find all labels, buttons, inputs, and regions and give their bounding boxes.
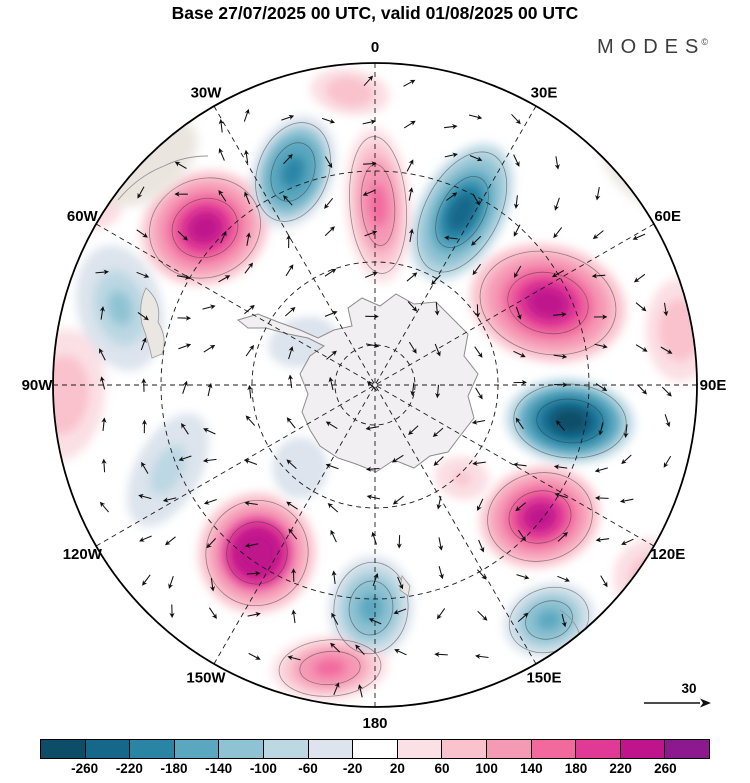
lon-label: 60E [654, 208, 681, 225]
reference-arrow-icon [644, 698, 711, 708]
colorbar-segment [620, 740, 666, 758]
lon-label: 30W [191, 84, 223, 101]
lon-label: 60W [67, 208, 99, 225]
colorbar-segment [219, 740, 264, 758]
colorbar-segment [263, 740, 309, 758]
colorbar-tick: -140 [205, 761, 233, 776]
lon-label: 90E [700, 377, 727, 394]
colorbar-ticks: -260 -220 -180 -140 -100 -60 -20 20 60 100 140 180 2… [40, 761, 710, 781]
colorbar-segment [308, 740, 354, 758]
colorbar [40, 739, 710, 759]
polar-map: 0 30E 60E 90E 120E 150E 180 150W 120W 90W 60W 30W [22, 39, 727, 732]
colorbar-segment [353, 740, 398, 758]
longitude-labels: 0 30E 60E 90E 120E 150E 180 150W 120W 90W 60W 30W [22, 39, 727, 732]
contour-lines [149, 122, 627, 697]
colorbar-segment [576, 740, 621, 758]
figure-title: Base 27/07/2025 00 UTC, valid 01/08/2025… [171, 3, 579, 23]
colorbar-segment [442, 740, 487, 758]
colorbar-tick: 180 [564, 761, 588, 776]
lon-label: 30E [531, 84, 558, 101]
wind-arrows [95, 75, 673, 698]
colorbar-tick: -260 [71, 761, 99, 776]
lon-label: 150E [526, 670, 561, 687]
lon-label: 120E [650, 546, 685, 563]
colorbar-segment [531, 740, 577, 758]
reference-arrow-label: 30 [681, 681, 697, 696]
modes-logo-text: MODES [597, 36, 706, 58]
colorbar-tick: 100 [475, 761, 498, 776]
lon-label: 120W [63, 546, 103, 563]
lon-label: 90W [22, 377, 54, 394]
colorbar-tick: 220 [609, 761, 632, 776]
colorbar-tick: -100 [249, 761, 277, 776]
graticule [53, 63, 697, 707]
colorbar-segment [174, 740, 220, 758]
colorbar-segment [130, 740, 175, 758]
colorbar-segment [486, 740, 532, 758]
colorbar-tick: 20 [389, 761, 405, 776]
colorbar-segment [665, 740, 709, 758]
lon-label: 180 [362, 715, 387, 732]
colorbar-tick: 140 [520, 761, 543, 776]
colorbar-tick: 60 [434, 761, 450, 776]
modes-logo: MODES© [597, 36, 708, 59]
colorbar-segment [85, 740, 131, 758]
modes-logo-mark: © [701, 37, 708, 47]
colorbar-tick: -60 [298, 761, 318, 776]
lon-label: 150W [186, 670, 226, 687]
colorbar-tick: -20 [342, 761, 363, 776]
lon-label: 0 [371, 39, 379, 56]
colorbar-tick: -220 [115, 761, 143, 776]
antarctica-outline [236, 293, 479, 473]
reference-arrow: 30 [638, 681, 712, 709]
map-boundary [52, 62, 698, 708]
colorbar-tick: 260 [654, 761, 677, 776]
colorbar-tick: -180 [160, 761, 188, 776]
colorbar-segment [397, 740, 443, 758]
colorbar-segment [41, 740, 86, 758]
